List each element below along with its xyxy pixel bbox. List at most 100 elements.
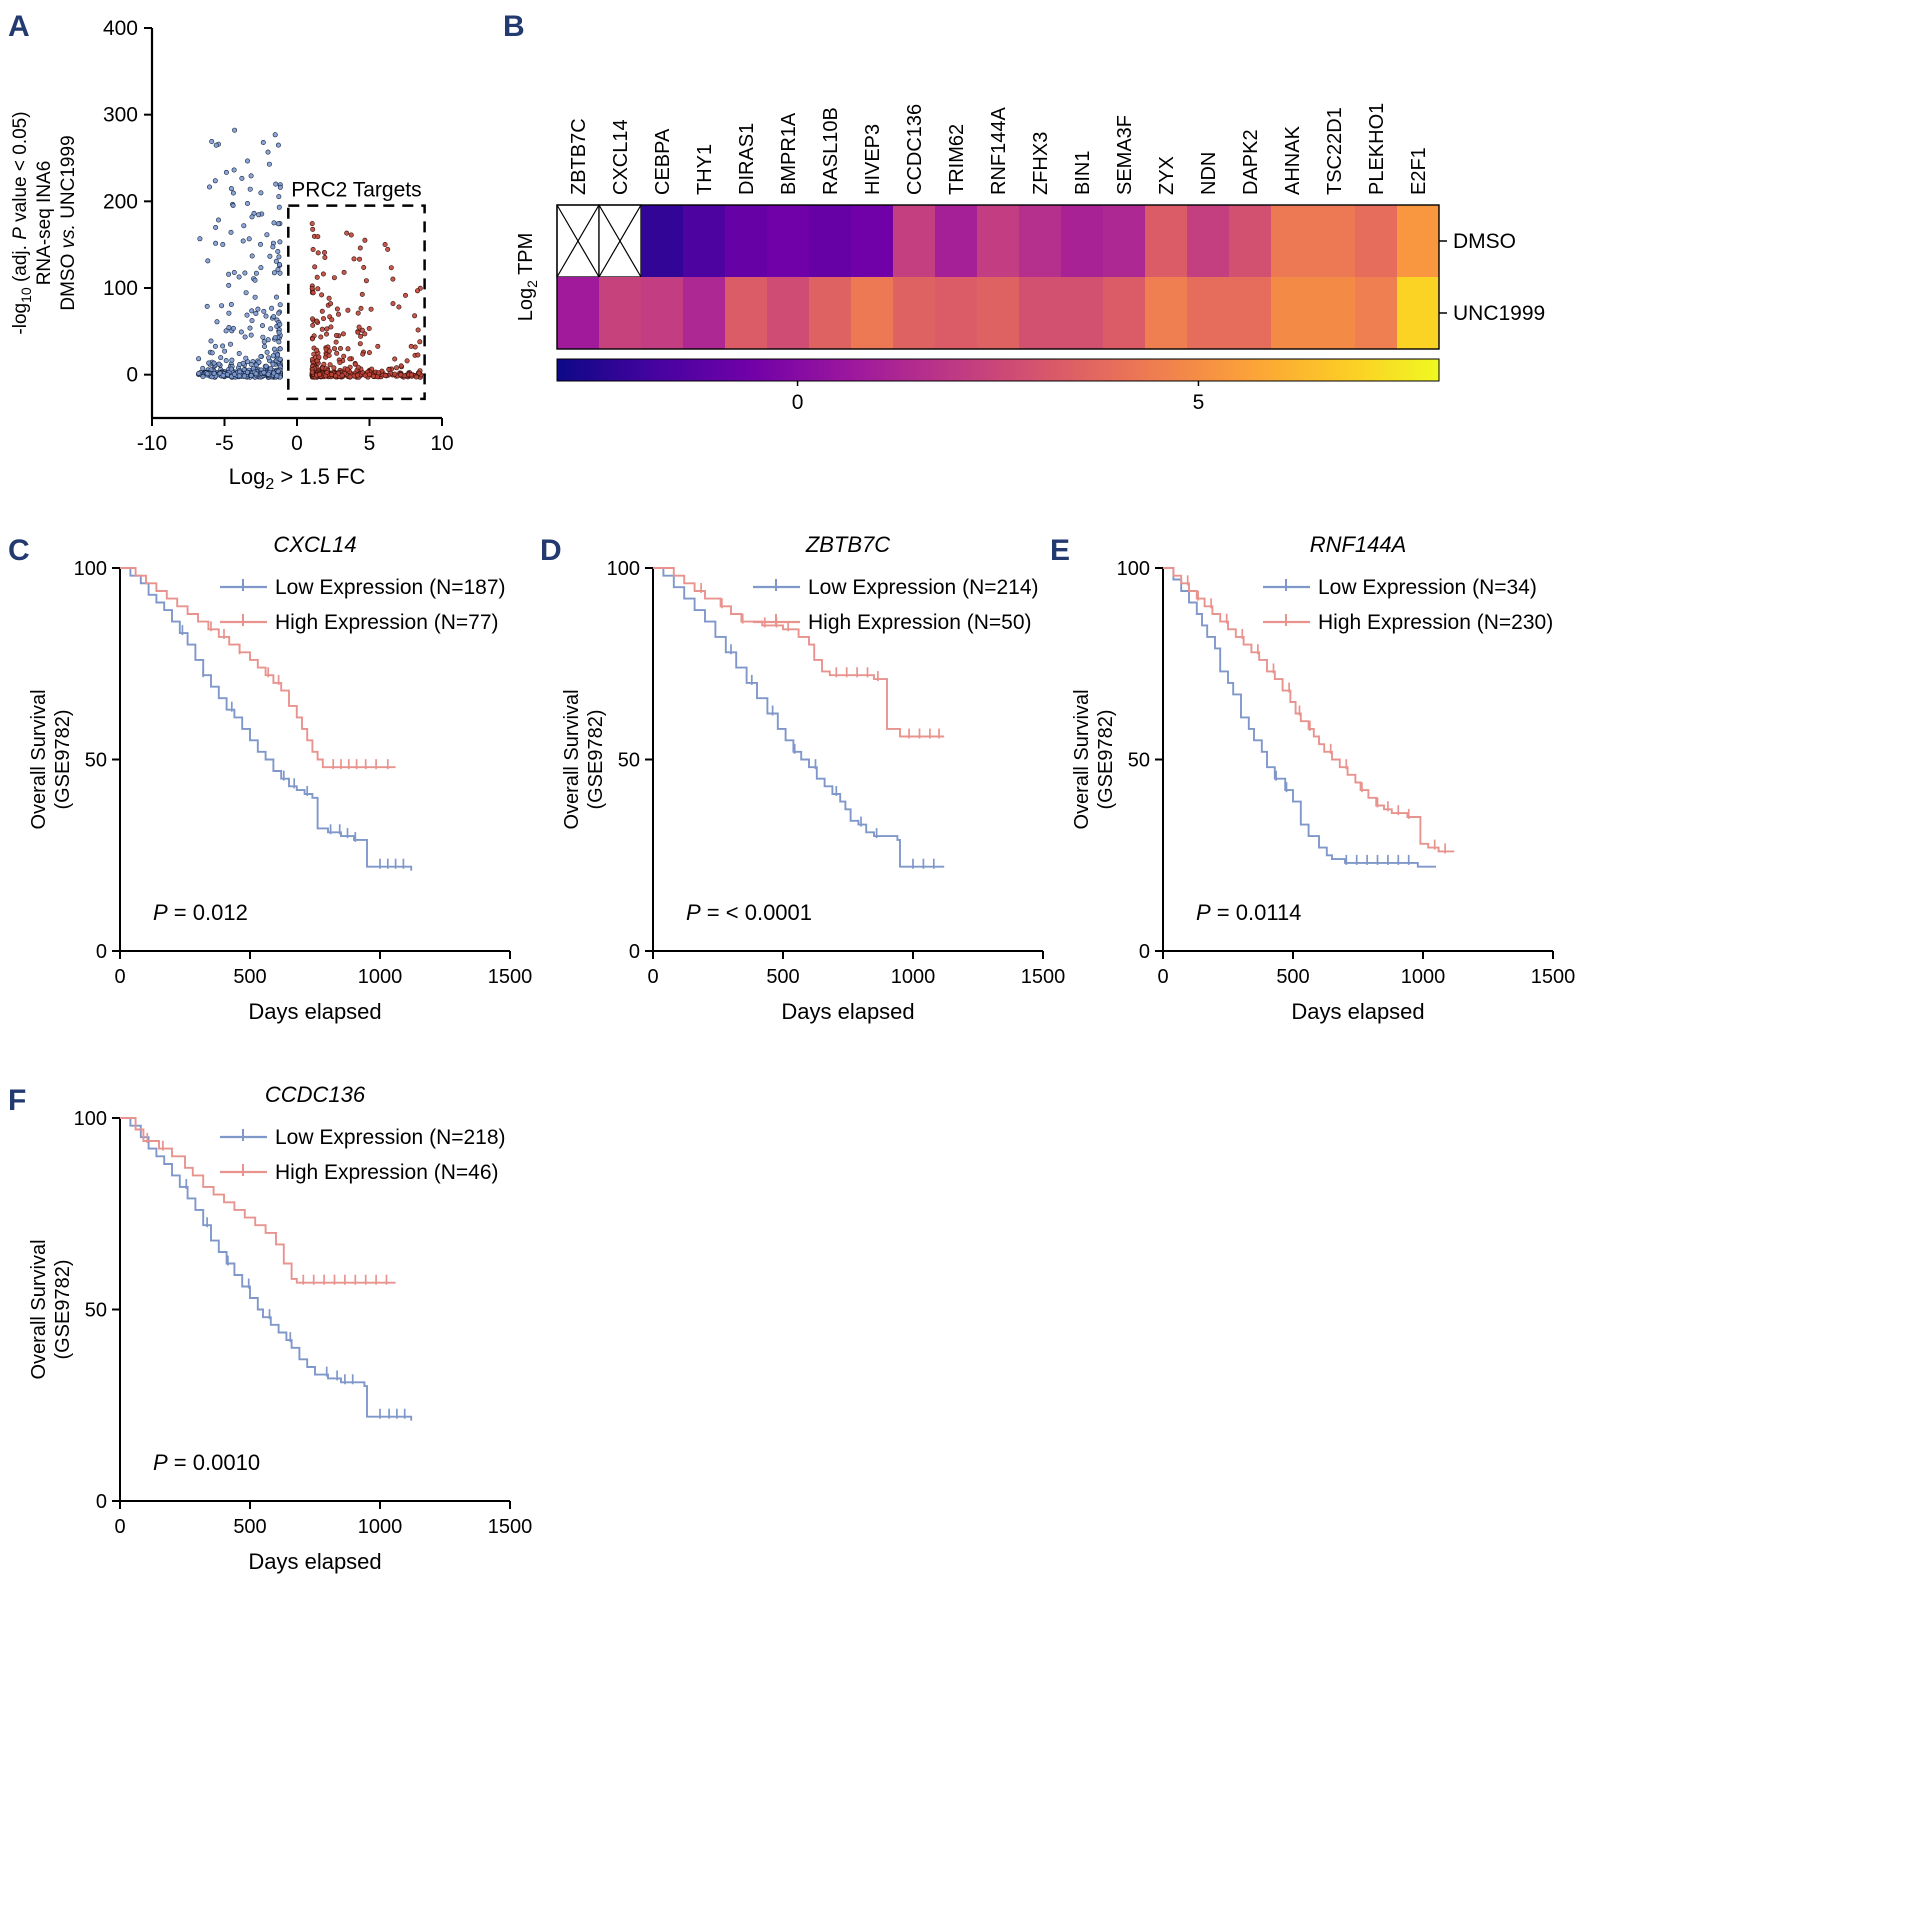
svg-text:Low Expression (N=214): Low Expression (N=214) (808, 576, 1039, 599)
svg-text:0: 0 (629, 941, 640, 963)
svg-text:0: 0 (1157, 966, 1168, 988)
svg-text:DMSO vs. UNC1999: DMSO vs. UNC1999 (58, 135, 79, 310)
svg-text:0: 0 (126, 364, 138, 387)
svg-text:1000: 1000 (1401, 966, 1446, 988)
svg-text:Days elapsed: Days elapsed (248, 999, 381, 1024)
panel-label-f: F (8, 1084, 27, 1117)
svg-text:10: 10 (430, 432, 453, 455)
svg-text:500: 500 (1276, 966, 1309, 988)
svg-text:500: 500 (233, 966, 266, 988)
svg-text:0: 0 (647, 966, 658, 988)
svg-text:CCDC136: CCDC136 (265, 1082, 366, 1107)
svg-text:50: 50 (618, 750, 640, 772)
svg-text:THY1: THY1 (694, 144, 716, 195)
svg-text:0: 0 (114, 1516, 125, 1538)
svg-text:100: 100 (1117, 558, 1150, 580)
svg-text:RNF144A: RNF144A (1310, 532, 1407, 557)
svg-text:-5: -5 (215, 432, 234, 455)
svg-text:CXCL14: CXCL14 (273, 532, 356, 557)
svg-text:DAPK2: DAPK2 (1240, 129, 1262, 195)
svg-text:Days elapsed: Days elapsed (1291, 999, 1424, 1024)
km-chart-ccdc136: 0 500 1000 1500 0 50 100 Days elapsed Overall Su… (28, 1082, 533, 1574)
svg-text:NDN: NDN (1198, 152, 1220, 195)
svg-text:0: 0 (114, 966, 125, 988)
svg-text:Log2 TPM: Log2 TPM (515, 233, 540, 322)
svg-text:ZYX: ZYX (1156, 156, 1178, 195)
svg-text:50: 50 (1128, 750, 1150, 772)
svg-text:ZBTB7C: ZBTB7C (568, 118, 590, 195)
svg-text:E2F1: E2F1 (1408, 147, 1430, 195)
svg-text:1000: 1000 (358, 966, 403, 988)
svg-text:(GSE9782): (GSE9782) (1095, 709, 1117, 809)
svg-text:CXCL14: CXCL14 (610, 119, 632, 195)
svg-text:200: 200 (103, 190, 138, 213)
svg-text:500: 500 (766, 966, 799, 988)
svg-text:ZFHX3: ZFHX3 (1030, 132, 1052, 195)
svg-text:High Expression (N=230): High Expression (N=230) (1318, 611, 1553, 634)
svg-text:(GSE9782): (GSE9782) (52, 1259, 74, 1359)
svg-text:(GSE9782): (GSE9782) (52, 709, 74, 809)
svg-text:5: 5 (364, 432, 376, 455)
svg-text:Days elapsed: Days elapsed (248, 1549, 381, 1574)
svg-text:RNF144A: RNF144A (988, 107, 1010, 195)
svg-text:100: 100 (103, 277, 138, 300)
svg-text:400: 400 (103, 17, 138, 40)
svg-text:1000: 1000 (891, 966, 936, 988)
svg-text:100: 100 (74, 558, 107, 580)
svg-text:BMPR1A: BMPR1A (778, 112, 800, 195)
svg-text:RASL10B: RASL10B (820, 107, 842, 195)
svg-text:5: 5 (1193, 391, 1205, 414)
svg-text:0: 0 (291, 432, 303, 455)
svg-text:Overall Survival: Overall Survival (1071, 689, 1093, 829)
svg-text:Overall Survival: Overall Survival (28, 689, 50, 829)
svg-text:500: 500 (233, 1516, 266, 1538)
svg-text:Low Expression (N=187): Low Expression (N=187) (275, 576, 506, 599)
svg-text:(GSE9782): (GSE9782) (585, 709, 607, 809)
svg-text:DMSO: DMSO (1453, 230, 1516, 253)
svg-text:High Expression (N=50): High Expression (N=50) (808, 611, 1032, 634)
svg-text:0: 0 (792, 391, 804, 414)
svg-text:P = < 0.0001: P = < 0.0001 (686, 900, 812, 925)
panel-label-a: A (8, 10, 30, 43)
km-chart-zbtb7c: 0 500 1000 1500 0 50 100 Days elapsed Overall Su… (561, 532, 1066, 1024)
svg-text:P = 0.0010: P = 0.0010 (153, 1450, 260, 1475)
panel-label-d: D (540, 534, 562, 567)
svg-text:0: 0 (96, 1491, 107, 1513)
svg-text:AHNAK: AHNAK (1282, 125, 1304, 195)
svg-text:P = 0.0114: P = 0.0114 (1196, 900, 1301, 925)
svg-text:DIRAS1: DIRAS1 (736, 123, 758, 195)
svg-text:BIN1: BIN1 (1072, 151, 1094, 195)
svg-text:RNA-seq INA6: RNA-seq INA6 (34, 161, 55, 286)
svg-text:CCDC136: CCDC136 (904, 104, 926, 195)
svg-text:High Expression (N=77): High Expression (N=77) (275, 611, 499, 634)
svg-text:TSC22D1: TSC22D1 (1324, 107, 1346, 195)
svg-text:Log2 > 1.5 FC: Log2 > 1.5 FC (229, 464, 366, 493)
svg-text:100: 100 (74, 1108, 107, 1130)
svg-text:1000: 1000 (358, 1516, 403, 1538)
svg-text:CEBPA: CEBPA (652, 128, 674, 195)
svg-text:PRC2 Targets: PRC2 Targets (291, 179, 421, 202)
svg-text:HIVEP3: HIVEP3 (862, 124, 884, 195)
svg-text:Overall Survival: Overall Survival (28, 1239, 50, 1379)
svg-text:300: 300 (103, 104, 138, 127)
panel-label-c: C (8, 534, 30, 567)
heatmap: ZBTB7C CXCL14 CEBPA THY1 DIRAS1 BMPR1A RASL10B… (515, 103, 1545, 414)
svg-text:TRIM62: TRIM62 (946, 124, 968, 195)
svg-text:Days elapsed: Days elapsed (781, 999, 914, 1024)
svg-text:UNC1999: UNC1999 (1453, 302, 1545, 325)
km-chart-cxcl14: 0 500 1000 1500 0 50 100 Days elapsed Overall Su… (28, 532, 532, 1024)
svg-text:1500: 1500 (1531, 966, 1576, 988)
svg-text:1500: 1500 (488, 1516, 533, 1538)
svg-text:-10: -10 (137, 432, 167, 455)
svg-text:Overall Survival: Overall Survival (561, 689, 583, 829)
km-chart-rnf144a: 0 500 1000 1500 0 50 100 Days elapsed Overall Su… (1071, 532, 1576, 1024)
panel-label-b: B (503, 10, 525, 43)
svg-text:50: 50 (85, 750, 107, 772)
svg-text:ZBTB7C: ZBTB7C (805, 532, 890, 557)
svg-text:SEMA3F: SEMA3F (1114, 115, 1136, 195)
svg-text:High Expression (N=46): High Expression (N=46) (275, 1161, 499, 1184)
svg-text:0: 0 (1139, 941, 1150, 963)
svg-text:1500: 1500 (1021, 966, 1066, 988)
